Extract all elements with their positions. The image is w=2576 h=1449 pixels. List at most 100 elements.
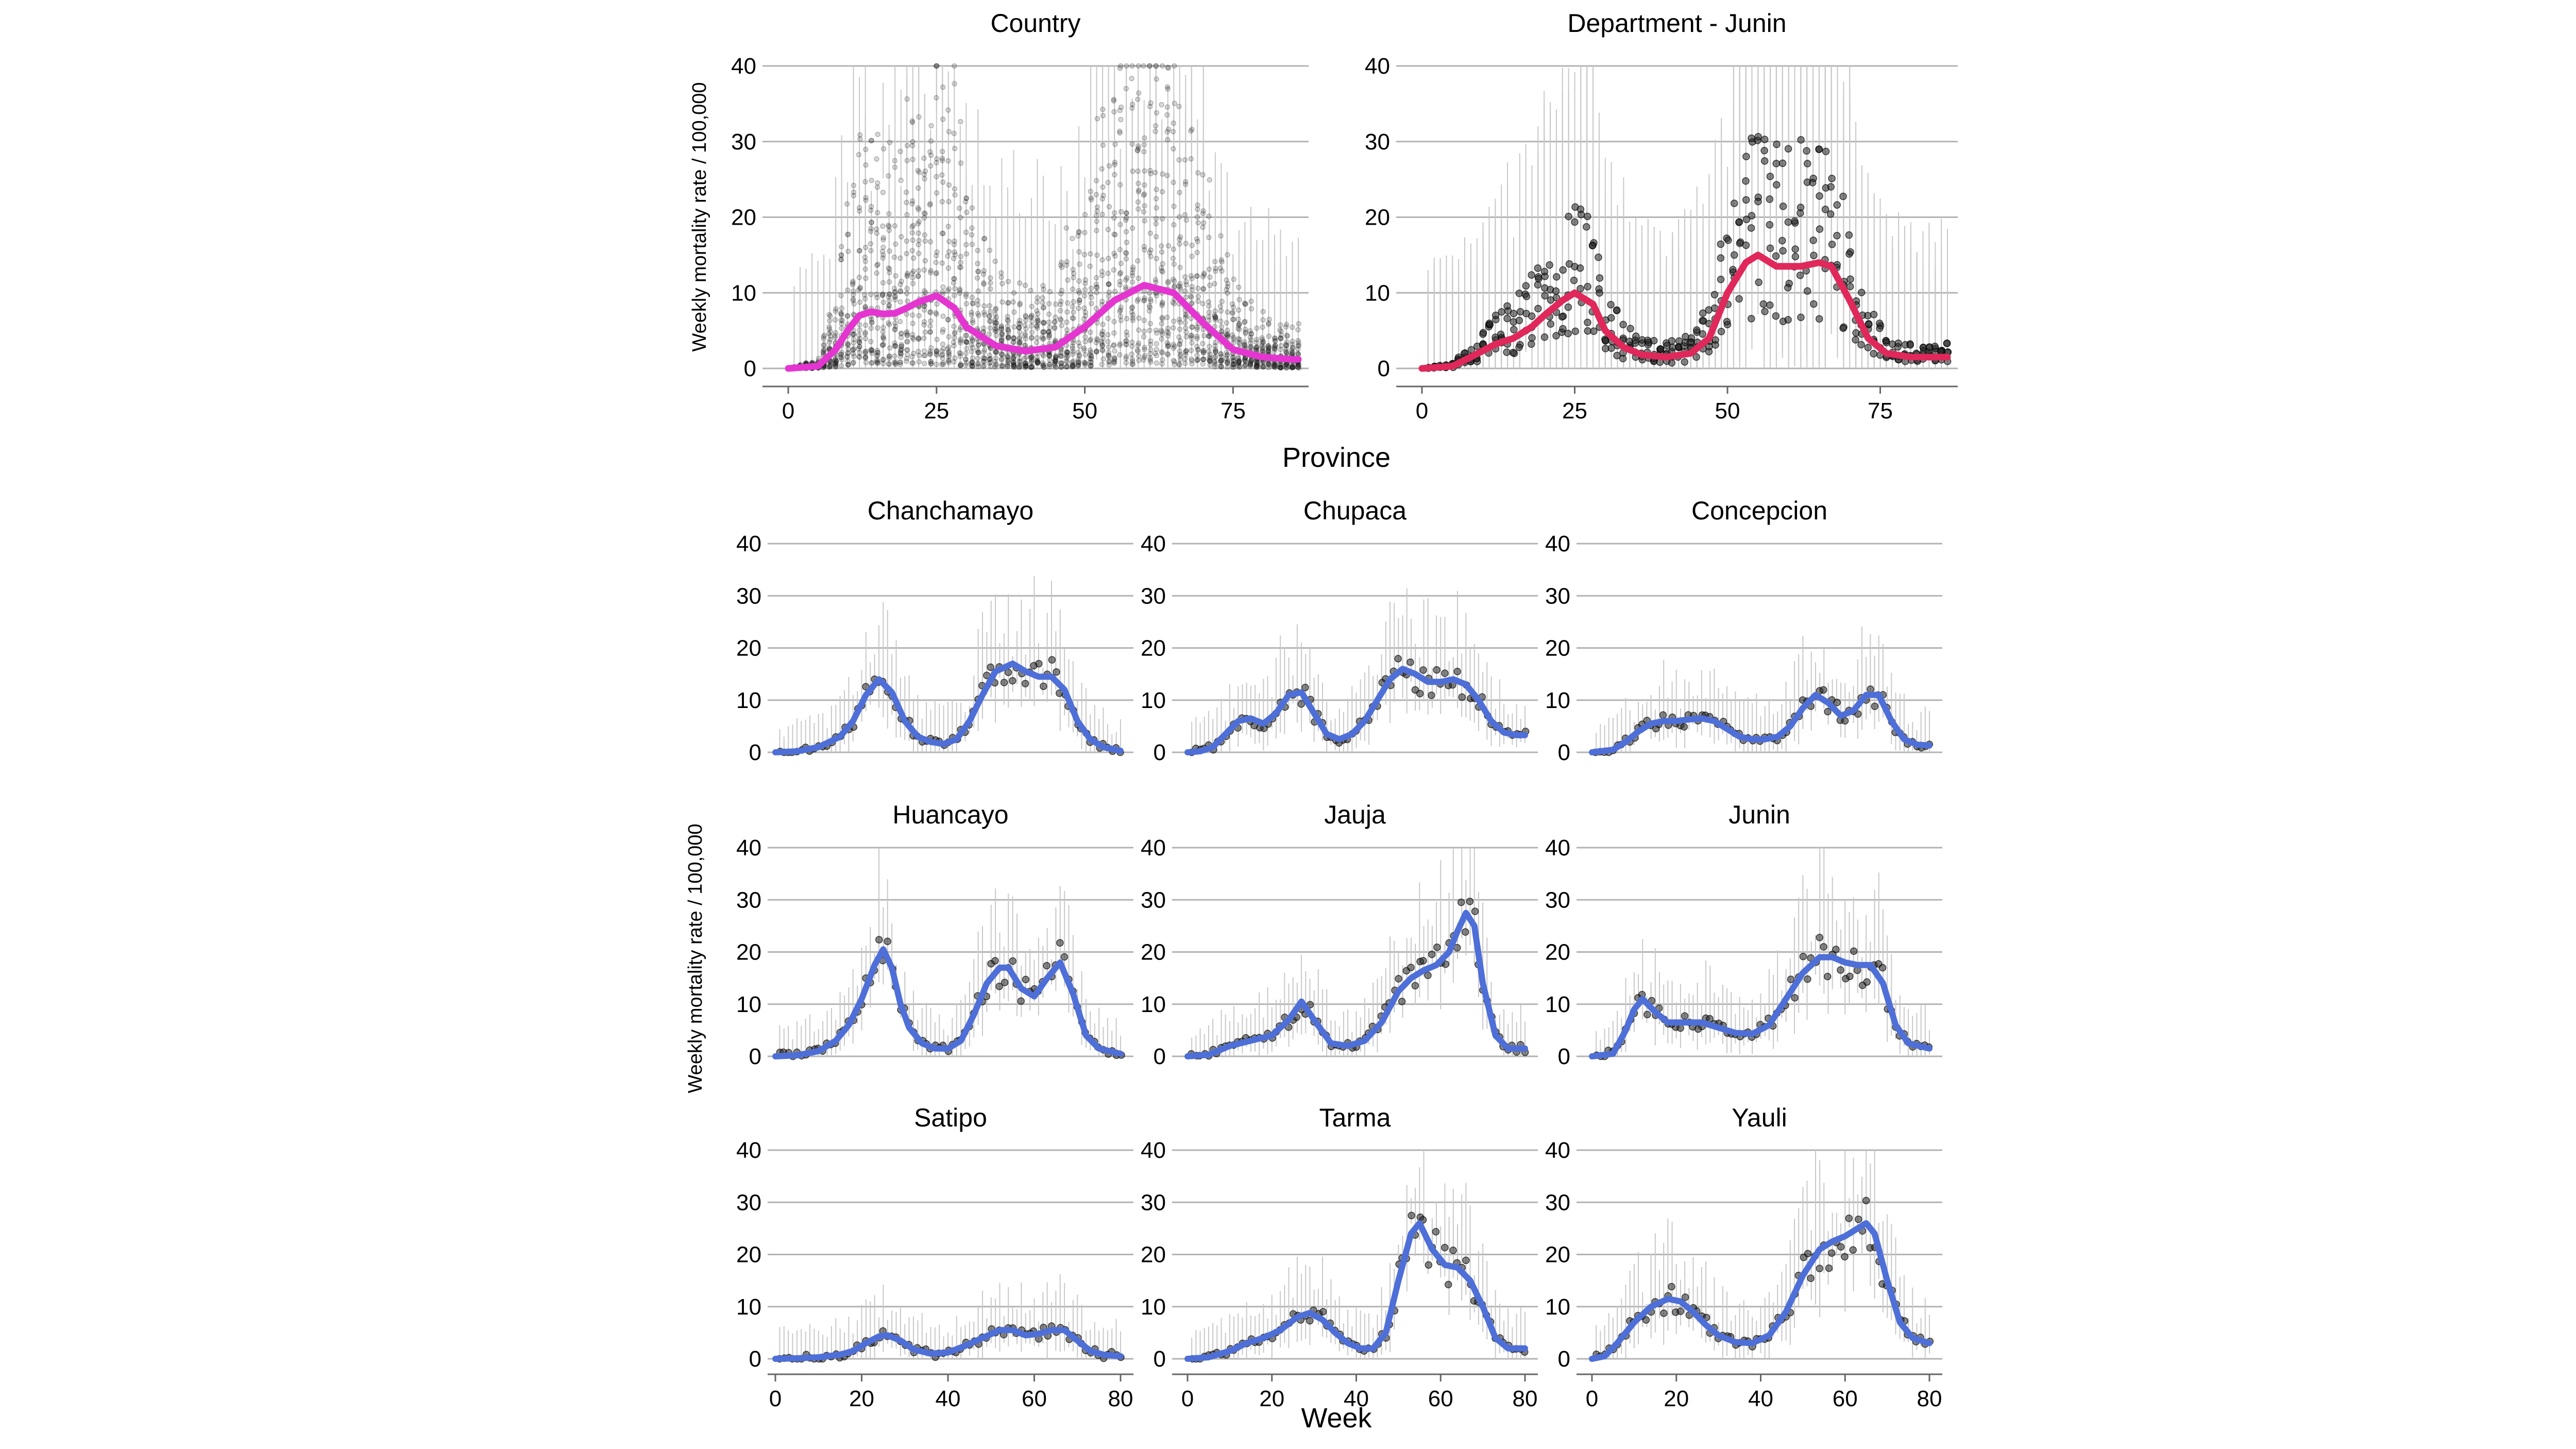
observation-point [964,209,970,215]
y-tick-label: 0 [1558,1346,1570,1372]
observation-point [910,255,917,261]
observation-point [862,305,868,310]
observation-point [1123,86,1129,92]
observation-point [1760,147,1768,155]
y-tick-label: 10 [736,1294,761,1320]
observation-point [880,146,887,152]
observation-point [897,347,904,353]
observations [1188,898,1529,1060]
observation-point [928,359,934,364]
observation-point [1154,205,1159,211]
observation-point [1541,292,1549,300]
observation-point [916,114,922,120]
observation-point [1064,309,1070,315]
observation-point [862,354,869,360]
observation-point [1498,308,1505,316]
observation-point [827,333,834,339]
observation-point [1170,325,1176,331]
observation-point [1871,702,1879,711]
observation-point [1206,266,1212,272]
observation-point [1833,201,1841,209]
observation-point [1846,972,1854,981]
observation-point [827,363,834,369]
observation-point [886,322,892,328]
observation-point [821,342,827,347]
observation-point [1839,192,1847,200]
observation-point [1029,357,1035,363]
observation-point [1106,344,1112,350]
observation-point [916,335,921,341]
observation-point [844,353,850,360]
observation-point [892,343,898,349]
observation-point [1135,169,1141,174]
observation-point [868,226,874,231]
observation-point [857,344,862,350]
observation-point [875,349,881,356]
observation-point [1183,348,1189,354]
observation-point [963,195,969,201]
observation-point [1046,319,1052,325]
observation-point [880,325,886,330]
observation-point [1094,285,1100,291]
observation-point [1170,256,1176,261]
observation-point [921,352,927,359]
observation-point [851,311,856,317]
observation-point [1099,166,1105,172]
observation-point [869,350,875,356]
observation-point [1154,352,1159,359]
observation-point [1064,352,1070,358]
observation-point [833,360,839,366]
observation-point [874,291,879,297]
observation-point [1136,327,1142,333]
observation-point [1235,336,1242,342]
y-tick-label: 30 [1365,129,1390,155]
observation-point [1070,340,1076,346]
observation-point [957,214,963,221]
observation-point [1123,229,1129,234]
observation-point [1111,210,1117,216]
y-tick-label: 0 [1378,356,1390,381]
observation-point [845,358,851,364]
observation-point [1522,282,1530,290]
observation-point [927,309,934,315]
observation-point [1296,321,1302,327]
observation-point [1862,1197,1870,1205]
y-tick-label: 10 [1141,688,1166,713]
observation-point [1803,287,1811,295]
observation-point [1283,324,1289,330]
observation-point [1021,680,1029,687]
observation-point [958,254,964,260]
observation-point [1005,358,1011,363]
y-axis-label-bottom: Weekly mortality rate / 100,000 [685,823,706,1093]
observation-point [1118,261,1124,266]
observation-point [1217,265,1224,271]
observation-point [939,172,945,178]
observation-point [945,158,951,164]
observation-point [1471,907,1479,915]
observation-point [1010,355,1016,361]
observation-point [922,307,927,313]
observation-point [1845,250,1853,258]
observation-point [1147,321,1154,327]
observation-point [1260,317,1266,323]
observation-point [1017,300,1023,307]
observation-point [921,267,927,273]
observation-point [863,348,869,354]
observation-point [1010,299,1016,305]
observation-point [1088,349,1094,356]
observation-point [857,336,863,342]
observation-point [963,339,969,344]
observation-point [880,356,886,362]
observation-point [1206,333,1212,339]
observation-point [1213,348,1218,354]
y-tick-label: 0 [749,1044,761,1069]
observation-point [1253,336,1260,343]
observation-point [945,107,951,113]
observation-point [1159,361,1165,367]
observation-point [1230,309,1236,315]
observation-point [1791,245,1799,253]
y-tick-label: 30 [1141,1190,1166,1215]
observation-point [1099,341,1105,347]
observation-point [856,152,862,158]
observation-point [1231,276,1236,282]
